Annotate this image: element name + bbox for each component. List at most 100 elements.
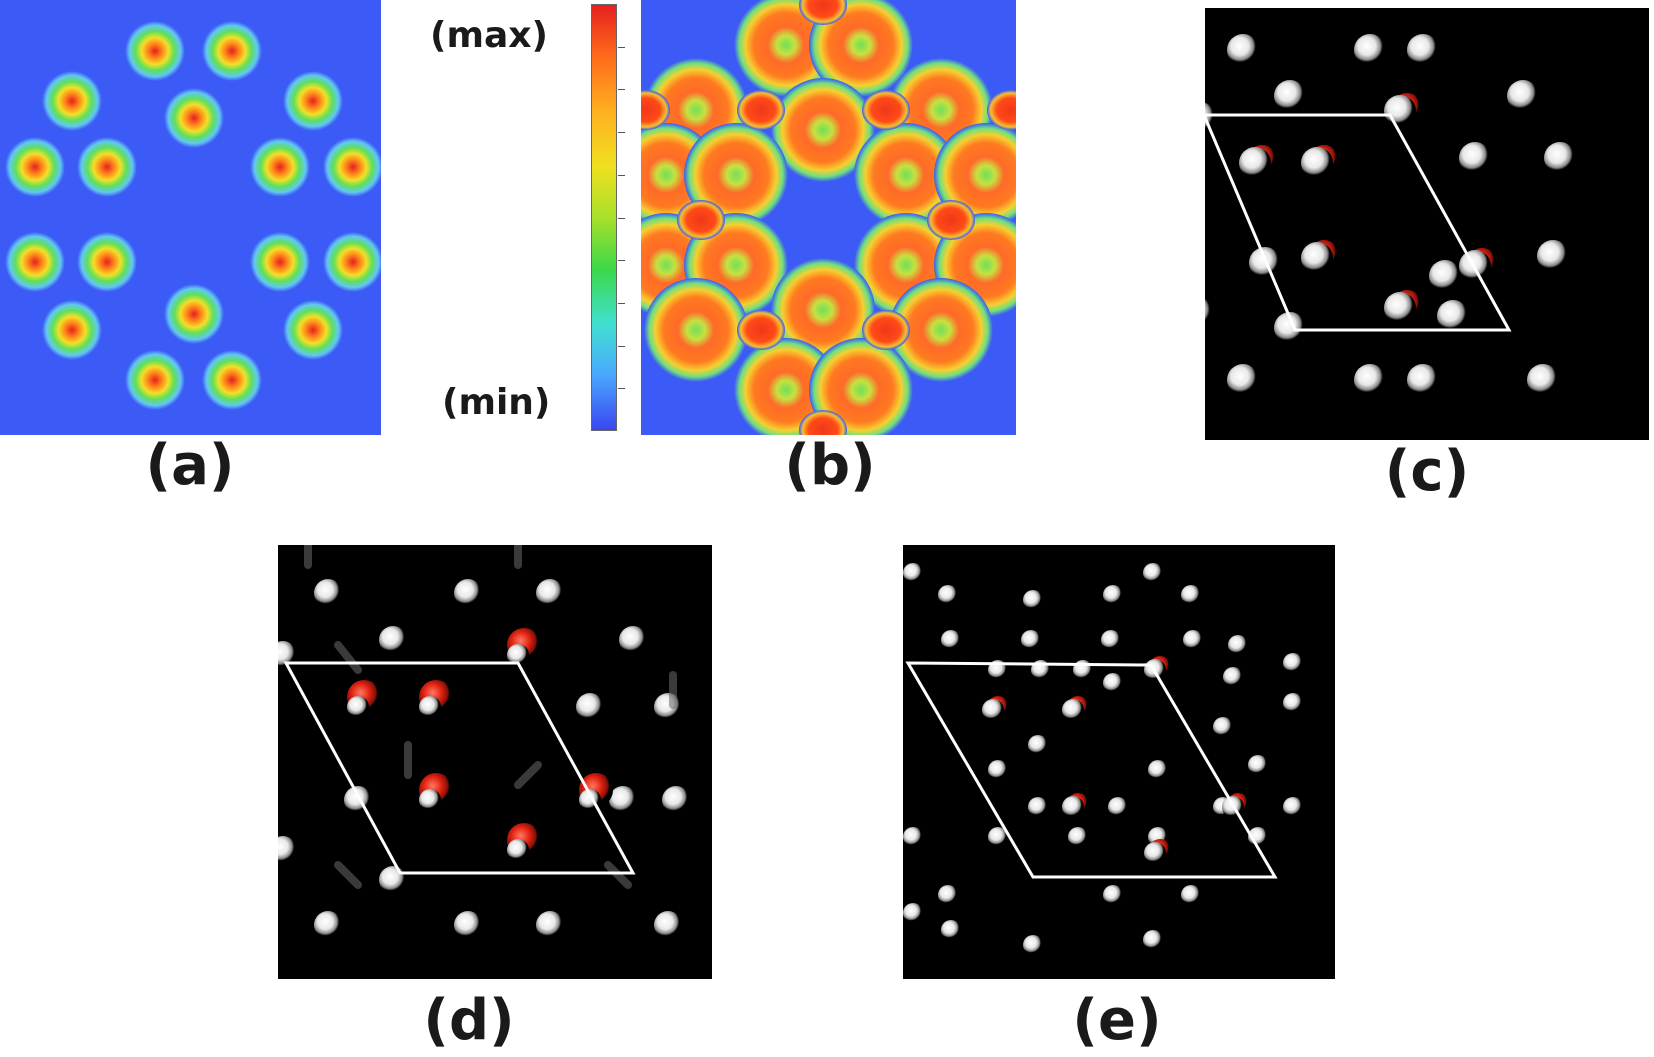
white-atom — [1437, 300, 1469, 332]
panel-d-structure-view — [278, 545, 712, 979]
white-atom — [314, 579, 342, 607]
panel-a-density-map — [0, 0, 381, 435]
structure-view-e — [903, 563, 1303, 955]
white-atom — [454, 911, 482, 939]
panel-b-density-map — [641, 0, 1016, 435]
white-atom — [1239, 147, 1271, 179]
white-atom — [1143, 930, 1163, 950]
white-atom — [1148, 760, 1168, 780]
unit-cell-outline — [1205, 113, 1512, 332]
white-atom — [1227, 364, 1259, 396]
white-atom — [1274, 80, 1306, 112]
colorbar-tick — [618, 345, 625, 347]
panel-b-label: (b) — [784, 433, 876, 498]
structure-view-c — [1205, 34, 1576, 396]
white-atom — [1407, 34, 1439, 66]
bond-trace — [604, 861, 632, 889]
white-atom — [1354, 364, 1386, 396]
density-lobe — [771, 258, 875, 362]
white-atom — [419, 696, 441, 718]
white-atom — [1223, 667, 1243, 687]
density-spot — [677, 200, 725, 240]
white-atom — [619, 626, 647, 654]
white-atom — [1283, 797, 1303, 817]
white-atom — [379, 866, 407, 894]
density-blob — [283, 300, 343, 360]
white-atom — [1028, 797, 1048, 817]
white-atom — [938, 885, 958, 905]
density-map-b — [641, 0, 1016, 435]
density-blob — [283, 71, 343, 131]
density-lobe — [771, 78, 875, 182]
white-atom — [1354, 34, 1386, 66]
white-atom — [1301, 242, 1333, 274]
white-atom — [1062, 699, 1084, 721]
density-spot — [737, 310, 785, 350]
white-atom — [654, 911, 682, 939]
white-atom — [1023, 935, 1043, 955]
density-lobe — [734, 338, 838, 435]
white-atom — [941, 920, 961, 940]
density-lobe — [734, 0, 838, 97]
density-lobe — [854, 123, 958, 227]
density-blob — [125, 350, 185, 410]
white-atom — [1183, 630, 1203, 650]
panel-d-label: (d) — [423, 988, 515, 1053]
white-atom — [1407, 364, 1439, 396]
panel-a-label: (a) — [145, 433, 235, 498]
white-atom — [982, 699, 1004, 721]
density-spot — [641, 90, 670, 130]
white-atom — [1274, 312, 1306, 344]
white-atom — [1537, 240, 1569, 272]
white-atom — [278, 836, 297, 864]
density-lobe — [809, 0, 913, 97]
white-atom — [1248, 755, 1268, 775]
density-spot — [927, 200, 975, 240]
white-atom — [536, 911, 564, 939]
white-atom — [1228, 635, 1248, 655]
colorbar-tick — [618, 260, 625, 262]
white-atom — [1143, 563, 1163, 583]
white-atom — [1028, 735, 1048, 755]
white-atom — [1544, 142, 1576, 174]
white-atom — [1213, 717, 1233, 737]
white-atom — [903, 563, 923, 583]
white-atom — [1283, 653, 1303, 673]
density-lobe — [809, 338, 913, 435]
density-blob — [250, 137, 310, 197]
density-blob — [5, 232, 65, 292]
bond-trace — [514, 761, 542, 789]
colorbar-tick — [618, 217, 625, 219]
white-atom — [1507, 80, 1539, 112]
colorbar-tick — [618, 132, 625, 134]
density-blob — [77, 137, 137, 197]
panel-e-structure-view — [903, 545, 1335, 979]
panel-c-label: (c) — [1384, 439, 1470, 504]
density-blob — [77, 232, 137, 292]
bond-trace — [334, 641, 362, 674]
density-blob — [164, 284, 224, 344]
white-atom — [536, 579, 564, 607]
white-atom — [1527, 364, 1559, 396]
white-atom — [507, 644, 529, 666]
white-atom — [1144, 842, 1166, 864]
white-atom — [1103, 585, 1123, 605]
density-spot — [862, 90, 910, 130]
white-atom — [1108, 797, 1128, 817]
white-atom — [1205, 299, 1213, 327]
colorbar-max-label: (max) — [430, 15, 548, 56]
map-background — [0, 0, 381, 435]
density-blob — [323, 137, 381, 197]
white-atom — [1301, 147, 1333, 179]
white-atom — [988, 827, 1008, 847]
white-atom — [662, 786, 690, 814]
white-atom — [1023, 590, 1043, 610]
colorbar-min-label: (min) — [442, 382, 551, 423]
density-blob — [250, 232, 310, 292]
unit-cell-outline — [283, 661, 636, 875]
colorbar-tick — [618, 46, 625, 48]
white-atom — [1429, 260, 1461, 292]
density-spot — [799, 0, 847, 25]
white-atom — [1384, 95, 1416, 127]
white-atom — [1101, 630, 1121, 650]
